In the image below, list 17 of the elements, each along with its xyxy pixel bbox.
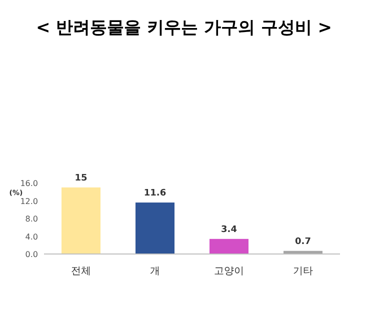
data-label: 0.7 xyxy=(295,236,311,247)
x-tick-label: 기타 xyxy=(293,266,313,277)
x-tick-label: 개 xyxy=(150,266,160,277)
y-tick-label: 16.0 xyxy=(20,179,38,188)
x-tick-label: 고양이 xyxy=(214,266,244,277)
data-label: 15 xyxy=(74,173,88,184)
y-tick-label: 12.0 xyxy=(20,196,38,206)
bar xyxy=(136,202,174,254)
chart-title: < 반려동물을 키우는 가구의 구성비 > xyxy=(36,18,332,38)
data-label: 3.4 xyxy=(221,224,237,235)
y-tick-label: 0.0 xyxy=(25,250,38,259)
x-tick-label: 전체 xyxy=(71,266,91,277)
bar xyxy=(210,238,248,254)
y-tick-label: 8.0 xyxy=(25,214,38,224)
data-label: 11.6 xyxy=(144,188,166,199)
y-tick-label: 4.0 xyxy=(25,232,38,242)
bar xyxy=(62,187,100,254)
